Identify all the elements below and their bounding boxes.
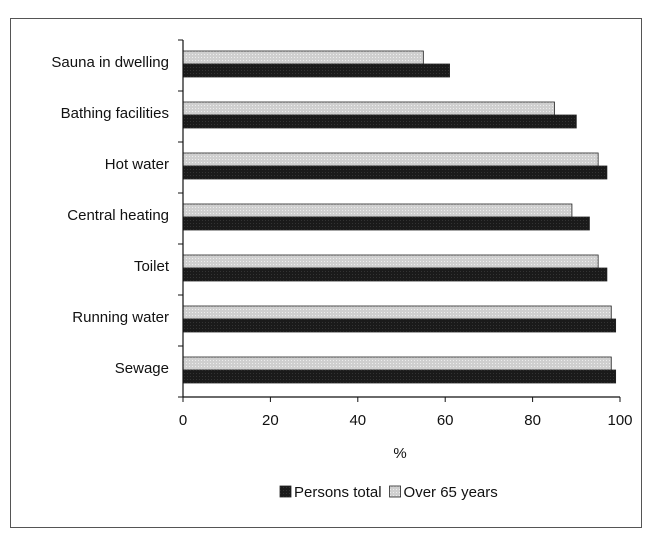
x-tick-label: 20 — [262, 412, 279, 429]
legend-swatch — [389, 485, 401, 498]
x-axis-title: % — [393, 445, 406, 462]
bar-over-65 — [182, 305, 612, 320]
bar-persons-total — [182, 63, 450, 78]
x-tick-label: 60 — [437, 412, 454, 429]
bar-persons-total — [182, 369, 617, 384]
bar-over-65 — [182, 356, 612, 371]
category-label: Bathing facilities — [61, 105, 169, 122]
bar-persons-total — [182, 114, 577, 129]
bar-over-65 — [182, 203, 573, 218]
category-labels: Sauna in dwelling Bathing facilities Hot w… — [51, 54, 169, 377]
x-axis: 0 20 40 60 80 100 — [178, 39, 633, 429]
category-label: Sauna in dwelling — [51, 54, 169, 71]
bar-persons-total — [182, 318, 617, 333]
legend-swatch — [279, 485, 292, 498]
x-tick-label: 40 — [349, 412, 366, 429]
category-label: Hot water — [105, 156, 169, 173]
bar-over-65 — [182, 152, 599, 167]
bar-over-65 — [182, 101, 555, 116]
category-label: Central heating — [67, 207, 169, 224]
bar-persons-total — [182, 216, 590, 231]
legend: Persons total Over 65 years — [279, 484, 498, 501]
bar-over-65 — [182, 254, 599, 269]
legend-label: Over 65 years — [404, 484, 498, 501]
category-label: Sewage — [115, 360, 169, 377]
x-tick-label: 0 — [179, 412, 187, 429]
category-label: Toilet — [134, 258, 170, 275]
x-tick-label: 80 — [524, 412, 541, 429]
bar-over-65 — [182, 50, 424, 65]
legend-label: Persons total — [294, 484, 382, 501]
bar-persons-total — [182, 165, 608, 180]
x-tick-label: 100 — [607, 412, 632, 429]
category-label: Running water — [72, 309, 169, 326]
bars-layer — [182, 50, 617, 384]
bar-persons-total — [182, 267, 608, 282]
